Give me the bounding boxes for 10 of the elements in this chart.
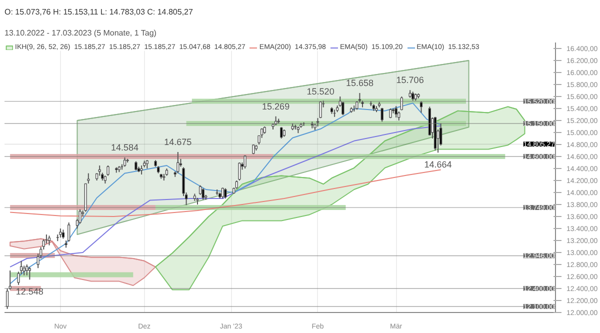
annotation: 15.706: [396, 75, 424, 86]
annotation: 14.675: [164, 137, 192, 147]
annotation: 12.548: [16, 286, 44, 297]
annotation: 15.269: [262, 101, 290, 112]
annotation: 15.520: [306, 86, 334, 96]
annotation: 15.658: [346, 78, 374, 88]
chart-subtitle: 13.10.2022 - 17.03.2023 (5 Monate, 1 Tag): [4, 28, 157, 38]
annotation: 14.584: [111, 142, 139, 152]
chart-title: O: 15.073,76 H: 15.153,11 L: 14.783,03 C: 14.805,27: [4, 8, 194, 16]
annotation: 14.664: [424, 160, 452, 170]
